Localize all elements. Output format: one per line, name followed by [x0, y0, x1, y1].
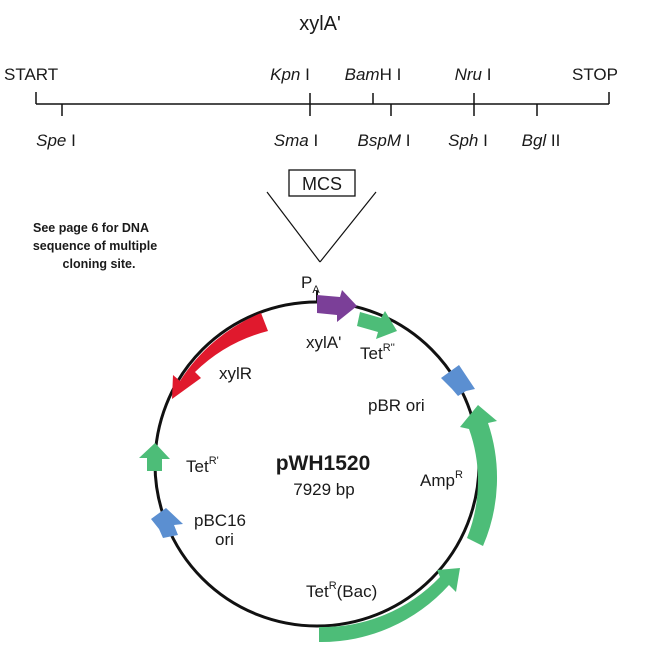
tet-r2-label: TetR'': [360, 342, 395, 363]
site-label-kpn: Kpn I: [270, 65, 310, 84]
pbc16-label-1: pBC16: [194, 511, 246, 530]
tet-bac-arrow: [319, 568, 460, 642]
xylR-label: xylR: [219, 364, 252, 383]
tet-r2-arrow: [357, 311, 397, 339]
note-line-3: cloning site.: [63, 257, 136, 271]
mcs-expansion-left: [267, 192, 320, 262]
pbc16-label-2: ori: [215, 530, 234, 549]
site-label-sph: Sph I: [448, 131, 488, 150]
stop-label: STOP: [572, 65, 618, 84]
plasmid: PA xylA' TetR'' pBR ori AmpR TetR(Bac) p…: [139, 273, 497, 642]
site-label-bgl: Bgl II: [522, 131, 561, 150]
tet-r1-label: TetR': [186, 455, 219, 476]
tet-r1-arrow: [139, 443, 170, 471]
site-label-nru: Nru I: [455, 65, 492, 84]
mcs-label: MCS: [302, 174, 342, 194]
site-label-bspm: BspM I: [358, 131, 411, 150]
pbc16-ori-arrow: [151, 508, 183, 538]
note-line-2: sequence of multiple: [33, 239, 157, 253]
xylA-label: xylA': [306, 333, 341, 352]
start-label: START: [4, 65, 58, 84]
pbr-ori-arrow: [441, 365, 475, 396]
site-label-sma: Sma I: [274, 131, 318, 150]
promoter-label: PA: [301, 273, 320, 296]
site-label-spe: Spe I: [36, 131, 76, 150]
plasmid-size: 7929 bp: [293, 480, 354, 499]
xylR-arrow: [172, 313, 268, 399]
pbr-ori-label: pBR ori: [368, 396, 425, 415]
gene-label: xylA': [299, 13, 341, 35]
site-label-bam: BamH I: [345, 65, 402, 84]
note-line-1: See page 6 for DNA: [33, 221, 149, 235]
amp-label: AmpR: [420, 469, 463, 490]
plasmid-name: pWH1520: [276, 452, 371, 475]
tet-bac-label: TetR(Bac): [306, 580, 377, 601]
mcs-expansion-right: [320, 192, 376, 262]
xylA-arrow: [317, 290, 357, 322]
